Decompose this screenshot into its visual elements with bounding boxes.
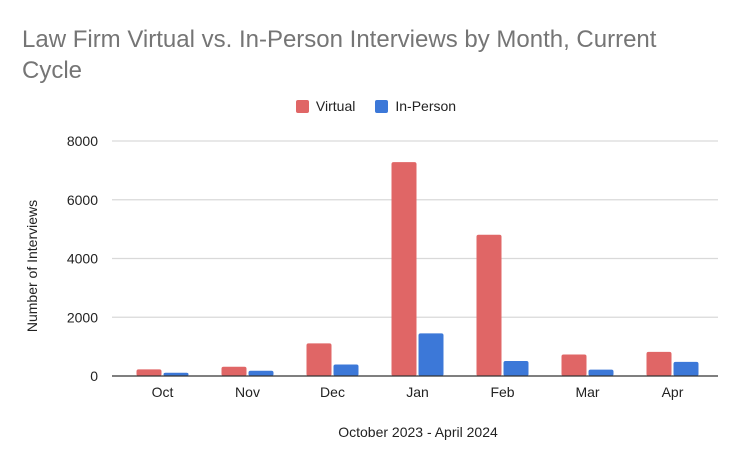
bar-virtual-dec (306, 343, 332, 376)
x-axis-label: October 2023 - April 2024 (338, 424, 498, 440)
bar-in-person-dec (333, 364, 359, 376)
bar-virtual-oct (136, 369, 162, 376)
bar-in-person-apr (673, 361, 699, 376)
bar-in-person-feb (503, 361, 529, 376)
bar-in-person-jan (418, 333, 444, 376)
y-tick-label: 0 (90, 368, 98, 384)
y-axis-label: Number of Interviews (24, 199, 40, 333)
bar-in-person-mar (588, 369, 614, 376)
chart-title: Law Firm Virtual vs. In-Person Interview… (22, 26, 657, 84)
y-tick-label: 2000 (67, 309, 98, 325)
legend-label-in-person: In-Person (395, 98, 457, 114)
x-tick-label: Mar (575, 384, 599, 400)
bar-virtual-nov (221, 366, 247, 376)
y-tick-label: 8000 (67, 133, 98, 149)
bar-virtual-feb (476, 234, 502, 376)
x-tick-label: Feb (490, 384, 514, 400)
x-tick-label: Apr (662, 384, 684, 400)
bar-virtual-jan (391, 162, 417, 376)
legend-item-in-person[interactable]: In-Person (375, 98, 456, 114)
bar-virtual-apr (646, 351, 672, 376)
x-tick-label: Jan (406, 384, 429, 400)
legend-label-virtual: Virtual (315, 98, 356, 114)
legend-item-virtual[interactable]: Virtual (295, 98, 356, 114)
y-tick-label: 6000 (67, 192, 98, 208)
y-tick-label: 4000 (67, 251, 98, 267)
legend-swatch-in-person (375, 99, 389, 113)
x-tick-label: Nov (235, 384, 260, 400)
x-tick-label: Oct (152, 384, 174, 400)
bar-in-person-oct (163, 372, 189, 376)
legend: Virtual In-Person (0, 98, 752, 114)
legend-swatch-virtual (295, 99, 309, 113)
x-tick-label: Dec (320, 384, 345, 400)
bar-in-person-nov (248, 370, 274, 376)
bar-virtual-mar (561, 354, 587, 376)
